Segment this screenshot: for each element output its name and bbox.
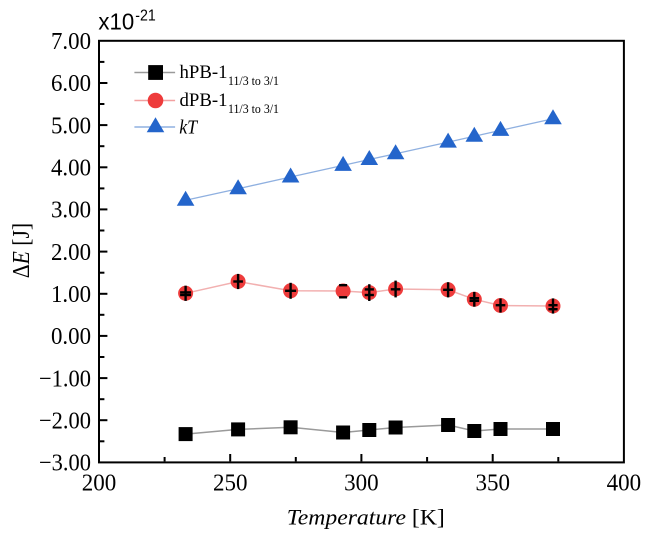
svg-text:11/3 to 3/1: 11/3 to 3/1	[228, 101, 279, 116]
svg-text:4.00: 4.00	[51, 155, 91, 182]
svg-text:ΔE [J]: ΔE [J]	[9, 223, 35, 278]
svg-text:−3.00: −3.00	[39, 450, 91, 477]
svg-text:250: 250	[213, 469, 248, 496]
svg-text:7.00: 7.00	[51, 28, 91, 55]
svg-text:3.00: 3.00	[51, 197, 91, 224]
svg-text:kT: kT	[179, 117, 199, 139]
svg-text:−1.00: −1.00	[39, 365, 91, 392]
svg-text:-21: -21	[135, 8, 156, 25]
svg-text:350: 350	[475, 469, 510, 496]
svg-text:x10: x10	[98, 8, 134, 34]
svg-text:11/3 to 3/1: 11/3 to 3/1	[228, 73, 279, 88]
svg-text:2.00: 2.00	[51, 239, 91, 266]
svg-text:0.00: 0.00	[51, 323, 91, 350]
svg-text:400: 400	[607, 469, 642, 496]
svg-text:200: 200	[82, 469, 117, 496]
svg-text:5.00: 5.00	[51, 112, 91, 139]
svg-text:1.00: 1.00	[51, 281, 91, 308]
svg-text:−2.00: −2.00	[39, 407, 91, 434]
svg-text:dPB-1: dPB-1	[180, 90, 228, 111]
svg-text:6.00: 6.00	[51, 70, 91, 97]
svg-text:Temperature [K]: Temperature [K]	[287, 505, 445, 530]
svg-text:300: 300	[344, 469, 379, 496]
svg-text:hPB-1: hPB-1	[180, 62, 228, 83]
